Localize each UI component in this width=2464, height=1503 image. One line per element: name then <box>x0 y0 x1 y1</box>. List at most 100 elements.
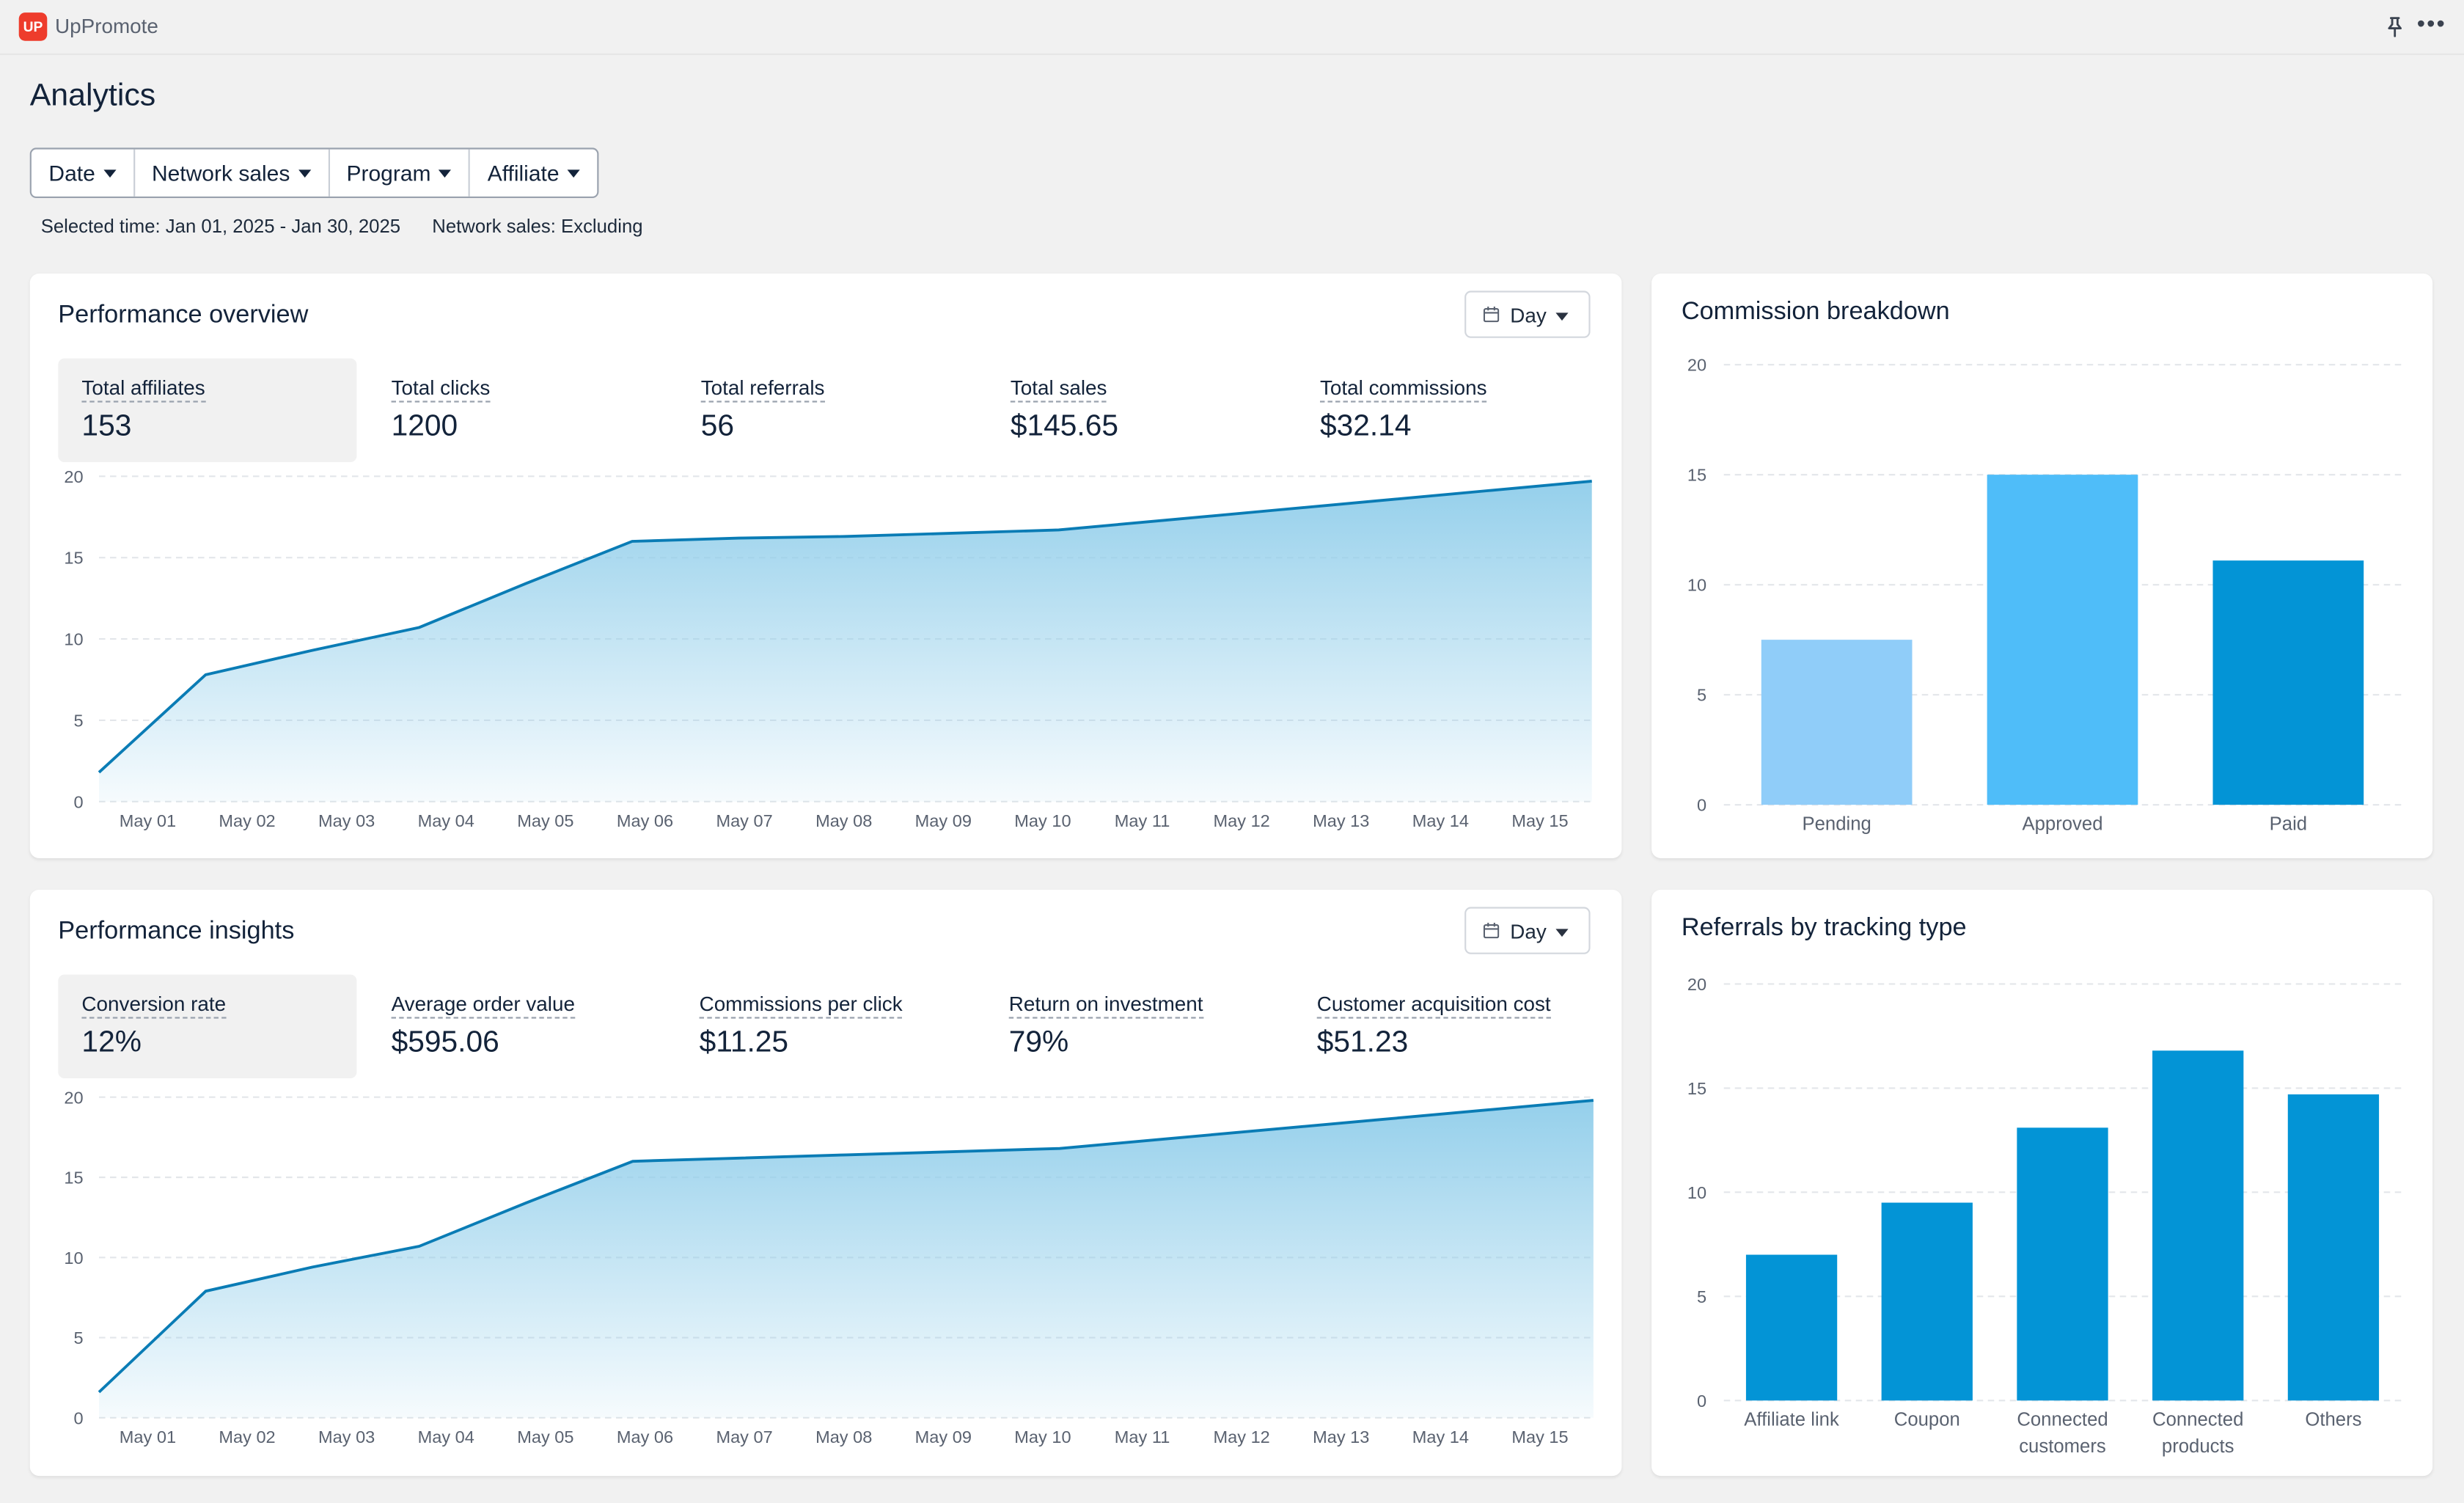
y-tick-label: 0 <box>1697 796 1706 815</box>
selected-time-text: Selected time: Jan 01, 2025 - Jan 30, 20… <box>41 216 400 238</box>
pin-icon[interactable] <box>2383 14 2408 39</box>
x-tick-label: May 15 <box>1511 811 1568 830</box>
x-tick-label: Paid <box>2270 813 2307 834</box>
y-tick-label: 15 <box>64 1169 83 1188</box>
x-tick-label: May 10 <box>1014 811 1071 830</box>
x-tick-label: May 07 <box>716 1427 772 1447</box>
y-tick-label: 20 <box>1687 975 1706 994</box>
x-tick-label: May 09 <box>915 1427 972 1447</box>
x-tick-label: May 05 <box>517 811 573 830</box>
filter-program-button[interactable]: Program <box>329 150 470 197</box>
x-tick-label: Coupon <box>1894 1410 1960 1430</box>
filter-network-sales-button[interactable]: Network sales <box>134 150 329 197</box>
bar <box>1882 1203 1973 1401</box>
y-tick-label: 15 <box>64 549 83 568</box>
x-tick-label: May 12 <box>1214 1427 1270 1447</box>
bar <box>2017 1127 2108 1400</box>
y-tick-label: 20 <box>1687 356 1706 375</box>
x-tick-label: Affiliate link <box>1744 1410 1839 1430</box>
x-tick-label: May 01 <box>120 1427 176 1447</box>
filter-network-sales-label: Network sales <box>152 161 290 186</box>
commission-bar-chart: 0 5 10 15 20 Pending Approved Paid <box>1651 274 2432 858</box>
caret-down-icon <box>567 169 579 178</box>
caret-down-icon <box>103 169 116 178</box>
x-tick-label: products <box>2162 1436 2234 1457</box>
y-tick-label: 0 <box>73 1408 83 1427</box>
x-tick-label: Pending <box>1802 813 1871 834</box>
filter-program-label: Program <box>347 161 431 186</box>
performance-insights-card: Performance insights Day Conversion rate… <box>30 890 1622 1476</box>
x-tick-label: May 03 <box>318 1427 375 1447</box>
y-tick-label: 10 <box>1687 576 1706 595</box>
x-tick-label: Others <box>2305 1410 2361 1430</box>
x-tick-label: May 08 <box>815 811 872 830</box>
performance-overview-card: Performance overview Day Total affiliate… <box>30 274 1622 858</box>
x-tick-label: May 11 <box>1115 1427 1170 1447</box>
x-tick-label: May 08 <box>815 1427 872 1447</box>
x-tick-label: May 09 <box>915 811 972 830</box>
x-tick-label: May 10 <box>1014 1427 1071 1447</box>
y-tick-label: 20 <box>64 1088 83 1107</box>
y-tick-label: 5 <box>1697 1287 1706 1306</box>
x-tick-label: May 01 <box>120 811 176 830</box>
x-tick-label: May 13 <box>1313 1427 1369 1447</box>
bar <box>2288 1094 2379 1400</box>
x-tick-label: Connected <box>2017 1410 2108 1430</box>
tracking-bar-chart: 0 5 10 15 20 Affiliate link Coupon Connected cus… <box>1651 890 2432 1476</box>
filter-affiliate-button[interactable]: Affiliate <box>470 150 597 197</box>
y-tick-label: 0 <box>73 792 83 811</box>
y-tick-label: 20 <box>64 467 83 486</box>
y-tick-label: 10 <box>64 630 83 649</box>
x-tick-label: Connected <box>2152 1410 2243 1430</box>
x-tick-label: May 15 <box>1511 1427 1568 1447</box>
x-tick-label: May 06 <box>617 1427 673 1447</box>
bar <box>2152 1050 2243 1400</box>
x-tick-label: May 02 <box>219 811 275 830</box>
filter-bar: Date Network sales Program Affiliate <box>30 147 598 198</box>
app-name: UpPromote <box>55 14 158 37</box>
x-tick-label: May 04 <box>418 1427 474 1447</box>
overview-area-chart: 0 5 10 15 20 May 01 May 02 May 03 May 04 May 05 Ma… <box>30 274 1622 858</box>
x-tick-label: May 13 <box>1313 811 1369 830</box>
caret-down-icon <box>298 169 310 178</box>
filter-date-label: Date <box>48 161 95 186</box>
x-tick-label: May 14 <box>1412 1427 1469 1447</box>
insights-area-chart: 0 5 10 15 20 May 01 May 02 May 03 May 04 May 05 Ma… <box>30 890 1622 1476</box>
top-bar: UP UpPromote ••• <box>0 0 2464 55</box>
x-tick-label: customers <box>2019 1436 2106 1457</box>
y-tick-label: 0 <box>1697 1392 1706 1411</box>
x-tick-label: May 03 <box>318 811 375 830</box>
y-tick-label: 10 <box>1687 1183 1706 1202</box>
y-tick-label: 5 <box>73 712 83 731</box>
x-tick-label: May 12 <box>1214 811 1270 830</box>
x-tick-label: May 07 <box>716 811 772 830</box>
x-tick-label: May 06 <box>617 811 673 830</box>
y-tick-label: 15 <box>1687 1079 1706 1098</box>
more-options-icon[interactable]: ••• <box>2417 14 2449 39</box>
y-tick-label: 5 <box>73 1328 83 1347</box>
page-title: Analytics <box>30 78 155 114</box>
area-fill <box>99 481 1592 802</box>
area-fill <box>99 1100 1594 1418</box>
bar <box>1987 475 2138 805</box>
bar <box>1761 640 1913 805</box>
app-logo-icon: UP <box>19 12 48 41</box>
x-tick-label: May 14 <box>1412 811 1469 830</box>
caret-down-icon <box>439 169 451 178</box>
network-sales-status-text: Network sales: Excluding <box>432 216 642 238</box>
filter-date-button[interactable]: Date <box>32 150 135 197</box>
y-tick-label: 15 <box>1687 466 1706 485</box>
y-tick-label: 5 <box>1697 686 1706 705</box>
y-tick-label: 10 <box>64 1248 83 1268</box>
x-tick-label: May 04 <box>418 811 474 830</box>
x-tick-label: May 11 <box>1115 811 1170 830</box>
x-tick-label: May 05 <box>517 1427 573 1447</box>
filter-affiliate-label: Affiliate <box>488 161 560 186</box>
bar <box>1746 1255 1837 1401</box>
x-tick-label: May 02 <box>219 1427 275 1447</box>
x-tick-label: Approved <box>2022 813 2102 834</box>
bar <box>2212 560 2364 805</box>
